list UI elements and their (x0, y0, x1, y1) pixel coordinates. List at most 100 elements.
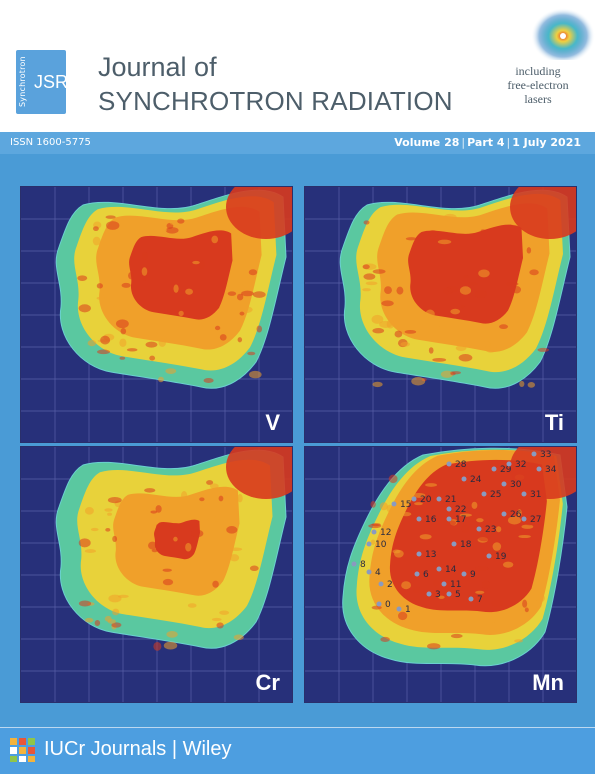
map-texture-spot (115, 319, 129, 329)
map-texture-spot (419, 534, 432, 540)
map-texture-spot (173, 536, 178, 542)
map-texture-spot (104, 508, 113, 512)
date-text: 1 July 2021 (512, 136, 581, 149)
map-texture-spot (190, 529, 204, 538)
measurement-point-label: 29 (500, 465, 512, 475)
map-texture-spot (396, 286, 404, 295)
measurement-point (461, 571, 467, 577)
measurement-point (481, 491, 487, 497)
map-texture-spot (414, 502, 423, 506)
map-texture-spot (84, 549, 97, 553)
map-texture-spot (527, 382, 536, 388)
map-texture-spot (381, 300, 394, 307)
measurement-point (501, 481, 507, 487)
map-texture-spot (411, 377, 426, 386)
map-texture-spot (92, 236, 101, 246)
map-texture-spot (156, 522, 170, 530)
map-texture-spot (162, 578, 174, 586)
measurement-point-label: 0 (385, 600, 391, 610)
measurement-point (461, 476, 467, 482)
map-texture-spot (405, 237, 417, 241)
map-texture-spot (148, 576, 153, 584)
map-texture-spot (401, 581, 412, 590)
map-texture-spot (211, 235, 219, 244)
map-texture-spot (107, 512, 112, 516)
measurement-point (378, 581, 384, 587)
map-texture-spot (425, 309, 435, 319)
measurement-point-label: 5 (455, 590, 461, 600)
map-texture-spot (241, 290, 254, 297)
map-texture-spot (371, 314, 384, 324)
map-texture-spot (165, 227, 179, 234)
map-hot-region (226, 187, 292, 239)
measurement-point (376, 601, 382, 607)
measurement-point (426, 591, 432, 597)
volume-text: Volume 28 (394, 136, 460, 149)
map-texture-spot (459, 513, 472, 517)
measurement-point (446, 461, 452, 467)
map-texture-spot (379, 530, 387, 535)
map-texture-spot (372, 328, 385, 334)
map-texture-spot (534, 258, 542, 267)
map-texture-spot (480, 229, 486, 233)
measurement-point (371, 529, 377, 535)
map-texture-spot (178, 310, 184, 317)
issue-details: Volume 28 | Part 4 | 1 July 2021 (394, 136, 581, 149)
map-texture-spot (247, 351, 256, 356)
map-texture-spot (507, 516, 522, 525)
panel-label-ti: Ti (544, 410, 564, 435)
map-texture-spot (252, 291, 266, 298)
map-hot-region (510, 187, 576, 239)
map-texture-spot (491, 599, 504, 607)
map-texture-spot (427, 643, 441, 650)
map-texture-spot (233, 634, 244, 641)
map-texture-spot (362, 288, 371, 292)
measurement-point (446, 506, 452, 512)
map-texture-spot (92, 226, 99, 232)
measurement-point-label: 20 (420, 495, 432, 505)
map-texture-spot (149, 355, 156, 361)
measurement-point-label: 17 (455, 515, 466, 525)
map-texture-spot (181, 491, 188, 500)
measurement-point-label: 24 (470, 475, 482, 485)
map-texture-spot (537, 347, 550, 352)
map-texture-spot (490, 616, 496, 623)
map-texture-spot (119, 338, 127, 348)
elemental-map-cr (21, 447, 292, 702)
panel-label-cr: Cr (255, 670, 280, 695)
map-texture-spot (112, 535, 118, 543)
map-texture-spot (249, 565, 259, 572)
map-texture-spot (100, 335, 111, 345)
map-texture-spot (237, 337, 243, 343)
measurement-point (446, 591, 452, 597)
iucr-journals-icon (10, 738, 35, 762)
map-texture-spot (171, 562, 176, 569)
map-texture-spot (150, 510, 158, 514)
logo-side-text: Synchrotron (18, 56, 27, 108)
map-texture-spot (433, 579, 439, 587)
map-texture-spot (397, 611, 408, 621)
map-texture-spot (459, 286, 472, 295)
map-texture-spot (144, 488, 156, 493)
map-texture-spot (141, 267, 148, 276)
map-texture-spot (394, 330, 403, 338)
map-texture-spot (96, 283, 103, 289)
measurement-point-label: 25 (490, 490, 501, 500)
map-texture-spot (476, 518, 484, 523)
map-texture-spot (442, 287, 453, 295)
map-texture-spot (216, 622, 224, 629)
map-texture-spot (211, 617, 222, 622)
map-texture-spot (94, 620, 101, 627)
measurement-point (396, 606, 402, 612)
map-texture-spot (78, 600, 92, 607)
measurement-point (414, 571, 420, 577)
map-texture-spot (381, 608, 391, 616)
jsr-logo: Synchrotron JSR (16, 50, 68, 114)
measurement-point-label: 13 (425, 550, 436, 560)
map-texture-spot (450, 633, 463, 639)
map-texture-spot (78, 304, 91, 313)
map-texture-spot (425, 483, 438, 487)
map-texture-spot (386, 504, 393, 513)
map-texture-spot (155, 505, 162, 513)
map-texture-spot (119, 356, 126, 360)
